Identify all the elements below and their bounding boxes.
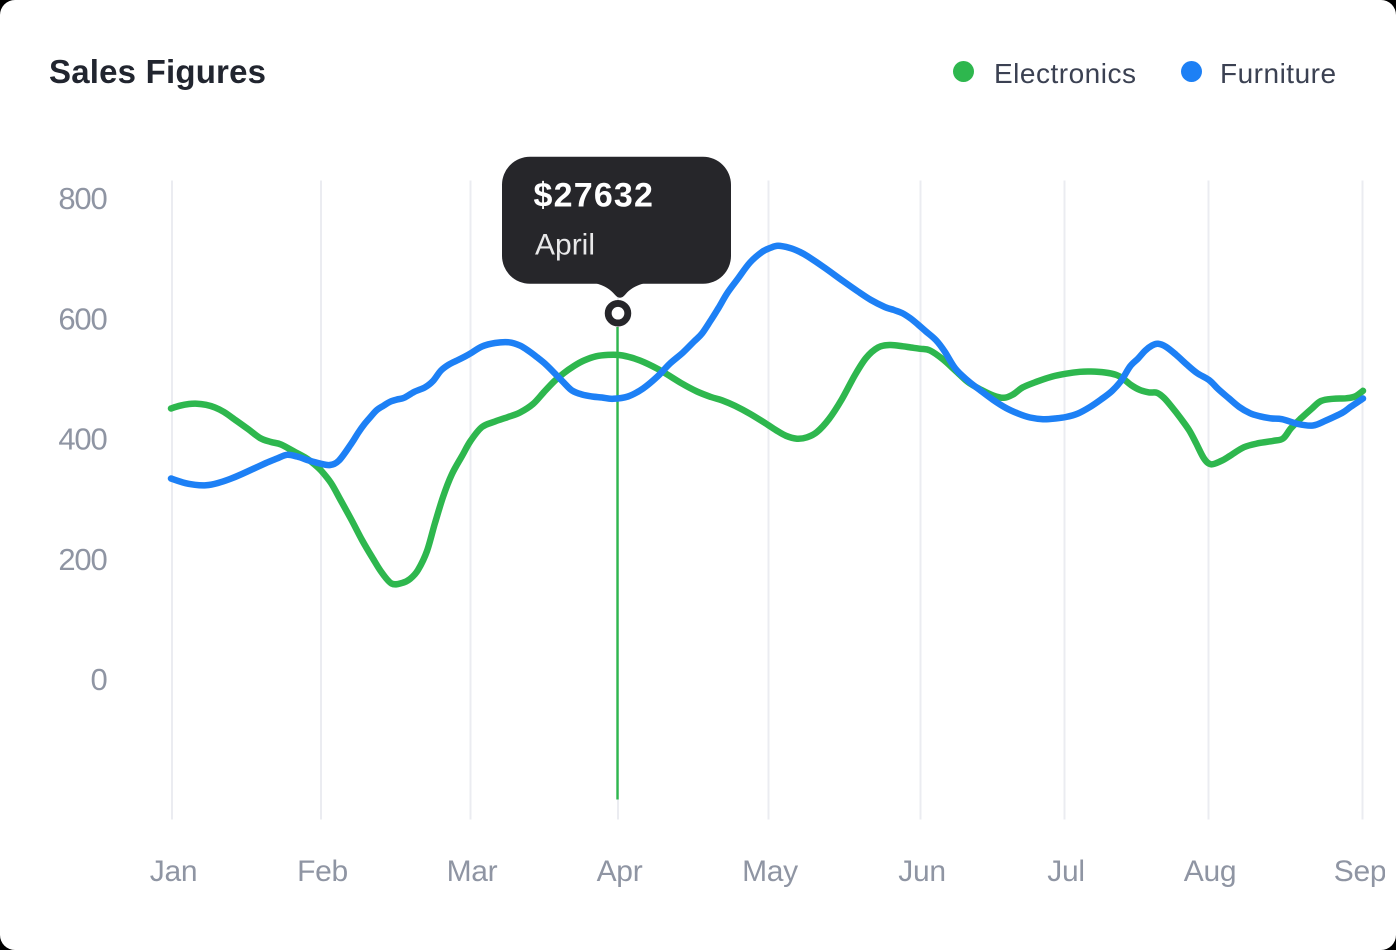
svg-text:Jul: Jul bbox=[1047, 855, 1084, 888]
svg-text:Jan: Jan bbox=[150, 855, 197, 888]
svg-text:Sept: Sept bbox=[1334, 855, 1395, 888]
svg-text:April: April bbox=[535, 229, 595, 262]
svg-text:Mar: Mar bbox=[447, 855, 498, 888]
svg-text:600: 600 bbox=[58, 302, 107, 337]
svg-text:Aug: Aug bbox=[1184, 855, 1236, 888]
svg-text:May: May bbox=[742, 855, 798, 888]
svg-text:800: 800 bbox=[58, 181, 107, 216]
svg-text:200: 200 bbox=[58, 542, 107, 577]
svg-text:Apr: Apr bbox=[597, 855, 643, 888]
svg-text:Jun: Jun bbox=[898, 855, 945, 888]
svg-text:Feb: Feb bbox=[297, 855, 348, 888]
svg-text:0: 0 bbox=[90, 662, 107, 697]
svg-text:$27632: $27632 bbox=[534, 177, 655, 215]
svg-text:400: 400 bbox=[58, 422, 107, 457]
